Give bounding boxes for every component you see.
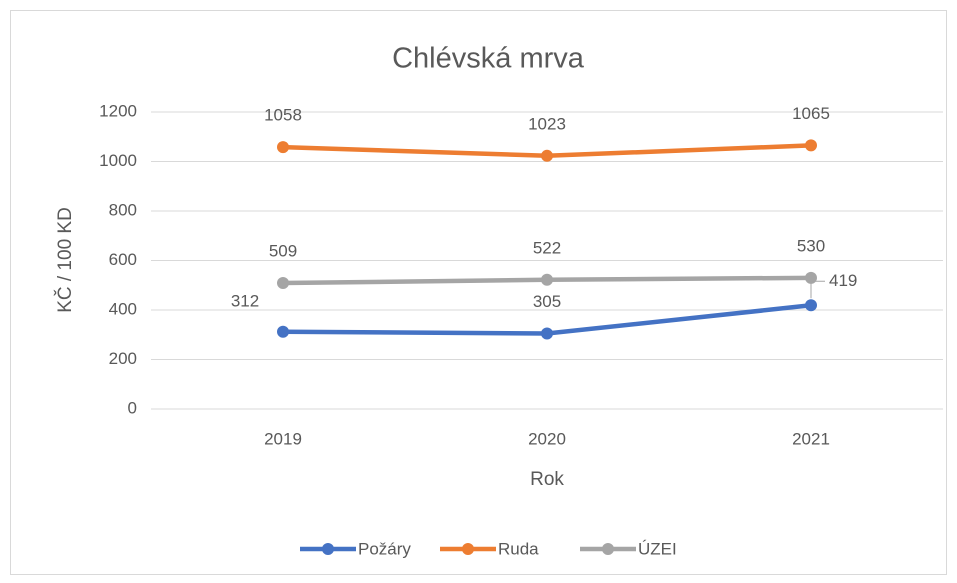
y-tick-label: 0 [128, 398, 137, 417]
data-point [277, 325, 289, 338]
data-point [805, 139, 817, 152]
data-label: 312 [231, 291, 259, 310]
y-tick-label: 600 [109, 250, 137, 269]
x-axis-title: Rok [530, 469, 564, 490]
y-tick-label: 800 [109, 200, 137, 219]
data-label: 509 [269, 242, 297, 261]
data-point [541, 327, 553, 340]
x-tick-label: 2021 [792, 429, 830, 448]
data-point [805, 299, 817, 312]
data-point [541, 273, 553, 286]
legend-label: Požáry [358, 539, 411, 558]
data-label: 530 [797, 236, 825, 255]
data-label: 305 [533, 292, 561, 311]
legend-marker [462, 543, 474, 555]
data-point [541, 149, 553, 162]
chart-title: Chlévská mrva [392, 43, 585, 75]
y-tick-label: 400 [109, 299, 137, 318]
data-label: 1065 [792, 104, 830, 123]
y-tick-label: 1200 [99, 101, 137, 120]
chart-border [10, 10, 947, 575]
data-point [277, 141, 289, 154]
data-label: 1023 [528, 114, 566, 133]
y-tick-label: 200 [109, 349, 137, 368]
x-tick-label: 2020 [528, 429, 566, 448]
legend-label: Ruda [498, 539, 539, 558]
data-point [277, 277, 289, 290]
data-point [805, 271, 817, 284]
y-axis-title: KČ / 100 KD [54, 207, 76, 313]
data-label: 419 [829, 271, 857, 290]
data-label: 1058 [264, 106, 302, 125]
x-tick-label: 2019 [264, 429, 302, 448]
legend-label: ÚZEI [638, 539, 677, 558]
legend-marker [322, 543, 334, 555]
y-tick-label: 1000 [99, 151, 137, 170]
data-label: 522 [533, 238, 561, 257]
legend-marker [602, 543, 614, 555]
